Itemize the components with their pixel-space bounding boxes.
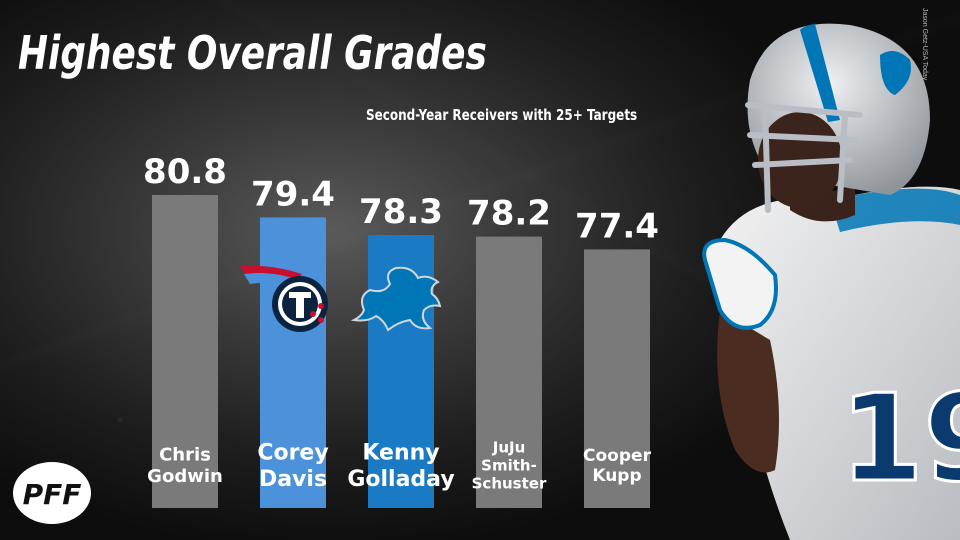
team-logos [240,265,442,332]
value-label-1: 80.8 [143,152,227,192]
svg-text:19: 19 [840,370,960,509]
bar-1 [152,195,218,508]
titans-logo [240,265,328,332]
category-label-4: JuJu Smith-Schuster [472,438,547,492]
bar-2 [260,217,326,508]
value-label-5: 77.4 [575,206,659,246]
lions-logo [350,266,442,332]
value-label-3: 78.3 [359,192,443,232]
value-label-4: 78.2 [467,194,551,234]
category-label-1: Chris Godwin [147,445,223,488]
category-label-5: Cooper Kupp [583,446,652,486]
category-labels: Chris Godwin Corey Davis Kenny Golladay JuJu Sm… [147,438,651,492]
pff-logo-text: PFF [23,478,82,511]
category-label-3: Kenny Golladay [347,441,454,492]
category-label-2: Corey Davis [257,441,328,492]
chart-title: Highest Overall Grades [18,26,487,80]
player-photo: 19 [702,23,960,540]
value-label-2: 79.4 [251,174,335,214]
value-labels: 80.8 79.4 78.3 78.2 77.4 [143,152,659,246]
bar-4 [476,236,542,508]
pff-logo: PFF [13,462,91,524]
bar-5 [584,249,650,508]
chart-subtitle: Second-Year Receivers with 25+ Targets [366,106,638,124]
